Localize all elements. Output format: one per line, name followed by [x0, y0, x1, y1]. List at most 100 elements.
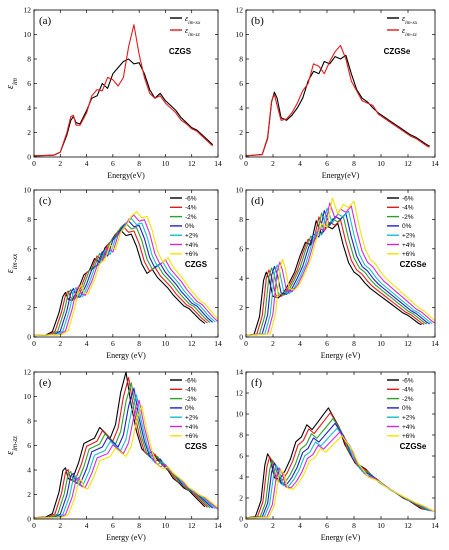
legend-entry: -4%	[402, 387, 414, 394]
legend-entry: +2%	[185, 233, 198, 240]
panel-label: (a)	[39, 15, 52, 27]
x-tick-label: 4	[298, 339, 302, 348]
y-tick-label: 10	[24, 392, 32, 401]
y-tick-label: 2	[27, 128, 31, 137]
series-lines	[246, 407, 435, 519]
y-tick-label: 4	[239, 274, 243, 283]
y-tick-label: 4	[239, 473, 243, 482]
legend-entry: +6%	[185, 251, 198, 258]
legend-entry: εim-zz	[402, 26, 418, 38]
plot-frame	[245, 189, 436, 338]
legend-entry: 0%	[185, 223, 195, 230]
x-axis-label: Energy (eV)	[321, 351, 361, 360]
material-label: CZGS	[185, 442, 208, 451]
x-tick-label: 8	[352, 339, 356, 348]
x-tick-label: 0	[244, 339, 248, 348]
material-label: CZGSe	[400, 442, 427, 451]
legend-entry: +6%	[402, 433, 415, 440]
y-tick-label: 0	[27, 515, 31, 524]
y-tick-label: 10	[236, 410, 244, 419]
x-tick-label: 6	[325, 521, 329, 530]
legend-entry: +2%	[185, 415, 198, 422]
x-tick-label: 8	[352, 159, 356, 168]
panel-c: 0 2 4 6 8 10 12 14 0 2 4 6 8 10 Energy (eV) εim-xx (c) -6…	[5, 186, 222, 360]
y-tick-label: 6	[239, 79, 243, 88]
series-lines	[34, 24, 214, 157]
series-line-2	[246, 212, 428, 337]
legend-entry: -4%	[185, 387, 197, 394]
legend-entry: -2%	[402, 396, 414, 403]
x-tick-label: 2	[58, 339, 62, 348]
legend-entry: εim-zz	[185, 26, 201, 38]
x-tick-label: 4	[85, 339, 89, 348]
y-tick-label: 8	[27, 55, 31, 64]
y-tick-label: 0	[27, 333, 31, 342]
series-lines	[246, 44, 430, 157]
y-tick-label: 0	[239, 515, 243, 524]
series-line-0	[246, 54, 430, 157]
series-line-0	[34, 58, 214, 157]
material-label: CZGS	[169, 47, 192, 56]
y-axis-label: εim	[5, 78, 19, 89]
legend-entry: -6%	[185, 377, 197, 384]
y-tick-label: 8	[27, 215, 31, 224]
series-line-1	[34, 24, 214, 157]
plot-frame	[33, 189, 219, 338]
series-lines	[34, 372, 218, 519]
y-axis-label: εim-zz	[5, 436, 19, 455]
series-line-0	[34, 229, 206, 337]
series-line-1	[246, 44, 430, 157]
x-tick-label: 8	[137, 159, 141, 168]
y-tick-label: 8	[239, 215, 243, 224]
legend-entry: +6%	[185, 433, 198, 440]
panel-label: (e)	[39, 377, 52, 389]
series-line-3	[246, 210, 430, 337]
series-lines	[34, 211, 218, 337]
x-tick-label: 8	[137, 521, 141, 530]
y-tick-label: 6	[27, 79, 31, 88]
x-tick-label: 12	[404, 521, 412, 530]
x-tick-label: 0	[244, 521, 248, 530]
x-tick-label: 12	[188, 339, 196, 348]
x-tick-label: 0	[32, 159, 36, 168]
x-tick-label: 14	[214, 521, 222, 530]
y-tick-label: 14	[236, 368, 244, 377]
y-tick-label: 12	[236, 389, 244, 398]
panel-label: (c)	[39, 195, 52, 207]
panel-b: 0 2 4 6 8 10 12 14 0 2 4 6 8 10 12 Energy(eV) (b) εim-xxε…	[236, 6, 440, 180]
series-line-0	[246, 220, 422, 337]
y-tick-label: 0	[239, 153, 243, 162]
y-tick-label: 8	[27, 417, 31, 426]
x-tick-label: 14	[431, 339, 439, 348]
legend-entry: 0%	[185, 405, 195, 412]
y-tick-label: 2	[27, 303, 31, 312]
x-tick-label: 12	[404, 339, 412, 348]
series-line-6	[34, 211, 218, 336]
y-tick-label: 8	[239, 55, 243, 64]
x-tick-label: 8	[352, 521, 356, 530]
series-line-1	[246, 216, 425, 337]
series-line-6	[34, 404, 218, 519]
y-tick-label: 6	[239, 244, 243, 253]
x-tick-label: 4	[85, 521, 89, 530]
y-axis-label: εim-xx	[5, 253, 19, 273]
x-tick-label: 10	[162, 339, 170, 348]
panel-a: 0 2 4 6 8 10 12 14 0 2 4 6 8 10 12 Energy(eV) εim (a) εim-…	[5, 6, 222, 180]
y-tick-label: 2	[239, 303, 243, 312]
y-tick-label: 2	[239, 494, 243, 503]
x-tick-label: 0	[244, 159, 248, 168]
legend-entry: +4%	[185, 242, 198, 249]
legend-entry: +4%	[185, 424, 198, 431]
legend: -6% -4% -2% 0% +2% +4% +6%	[170, 195, 198, 258]
y-tick-label: 10	[236, 30, 244, 39]
legend-entry: +2%	[402, 233, 415, 240]
x-axis-label: Energy (eV)	[321, 533, 361, 542]
x-tick-label: 2	[58, 521, 62, 530]
series-line-6	[246, 197, 435, 336]
legend-entry: +6%	[402, 251, 415, 258]
series-line-5	[246, 202, 435, 336]
